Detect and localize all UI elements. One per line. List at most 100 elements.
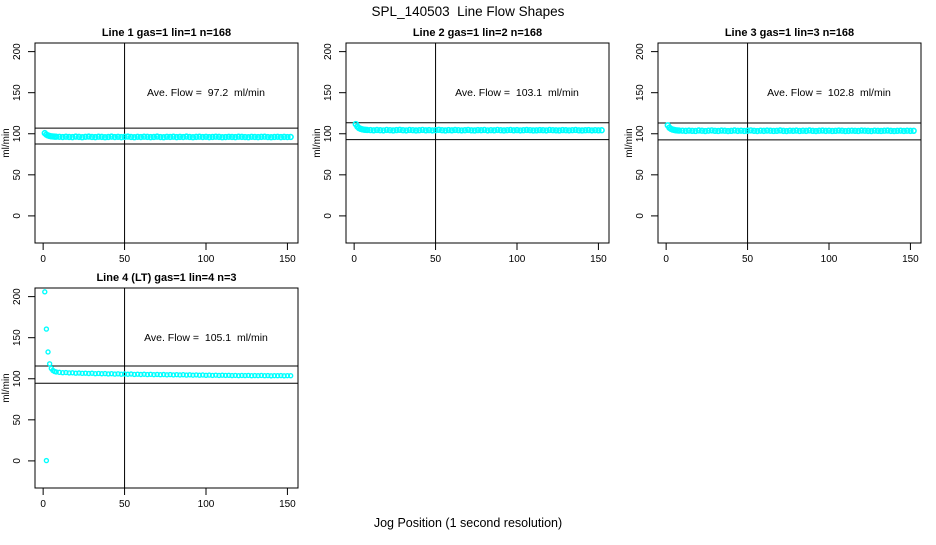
data-point	[776, 127, 784, 134]
plot-box	[34, 287, 299, 489]
x-tick-label: 0	[663, 254, 669, 265]
plot-area: 0 50 100 150 0 50 100 150 200 ml/min	[1, 42, 299, 265]
data-point	[56, 369, 63, 376]
data-point	[750, 127, 758, 135]
data-point	[102, 370, 108, 377]
x-tick-label: 100	[821, 254, 838, 265]
x-tick-label: 150	[902, 254, 919, 265]
data-point	[569, 126, 576, 134]
data-point	[46, 361, 53, 367]
data-point	[131, 371, 138, 378]
data-point	[98, 133, 105, 141]
data-point	[202, 133, 210, 140]
data-point	[79, 370, 85, 377]
data-point	[137, 133, 145, 141]
y-tick-label: 100	[12, 125, 23, 142]
data-point	[144, 133, 151, 141]
data-point	[206, 133, 213, 141]
data-point	[819, 127, 826, 134]
data-point	[108, 133, 115, 140]
data-point	[124, 133, 132, 140]
data-point	[229, 372, 235, 379]
data-point	[265, 372, 271, 379]
data-point	[209, 133, 216, 141]
data-point	[838, 127, 846, 134]
data-point	[85, 133, 92, 140]
y-tick-label: 150	[323, 84, 334, 101]
data-point	[809, 127, 816, 135]
data-point	[887, 127, 895, 135]
ave-flow-annotation: Ave. Flow = 105.1 ml/min	[144, 332, 268, 344]
y-tick-label: 100	[323, 125, 334, 142]
data-point	[715, 127, 722, 135]
data-point	[487, 126, 495, 134]
data-point	[144, 371, 151, 378]
data-point	[105, 133, 112, 141]
data-point	[363, 126, 371, 134]
y-tick-label: 150	[12, 329, 23, 346]
data-point	[239, 372, 245, 379]
data-point	[900, 127, 908, 135]
data-point	[69, 370, 76, 376]
data-point	[783, 127, 790, 135]
data-point	[477, 127, 485, 134]
plot-box	[657, 42, 922, 244]
data-point	[464, 126, 472, 134]
data-point	[780, 127, 787, 135]
data-point	[760, 127, 768, 135]
data-point	[65, 133, 73, 141]
data-point	[127, 133, 135, 141]
x-tick-label: 50	[119, 499, 131, 510]
data-point	[773, 127, 781, 135]
data-point	[409, 126, 416, 134]
data-point	[497, 127, 504, 134]
data-point	[222, 372, 229, 379]
x-tick-label: 100	[509, 254, 526, 265]
data-point	[151, 371, 157, 378]
data-point	[271, 133, 278, 141]
data-point	[832, 127, 839, 135]
data-point	[517, 127, 524, 134]
data-point	[242, 372, 248, 379]
data-point	[793, 127, 800, 134]
data-point	[157, 133, 164, 141]
data-point	[556, 127, 563, 134]
data-point	[513, 126, 521, 134]
data-point	[585, 126, 592, 134]
data-point	[170, 372, 177, 378]
y-tick-label: 150	[12, 84, 23, 101]
data-point	[164, 372, 170, 378]
data-point	[264, 133, 272, 141]
data-point	[222, 133, 229, 141]
data-point	[679, 127, 686, 134]
data-point	[871, 127, 878, 134]
data-point	[59, 133, 66, 141]
data-point	[829, 127, 836, 135]
data-point	[112, 371, 118, 377]
data-point	[504, 126, 511, 134]
data-point	[89, 370, 95, 376]
data-point	[543, 127, 550, 134]
data-point	[429, 127, 436, 134]
data-point	[445, 126, 452, 134]
data-point	[744, 127, 751, 134]
data-point	[396, 126, 403, 134]
y-tick-label: 200	[12, 43, 23, 60]
y-tick-label: 200	[323, 43, 334, 60]
data-point	[373, 126, 381, 134]
data-point	[69, 133, 76, 141]
data-point	[150, 133, 158, 141]
data-point	[114, 133, 122, 140]
panel-line-4: Line 4 (LT) gas=1 lin=4 n=3 0 50 100 150 0 50…	[1, 272, 299, 510]
data-point	[105, 371, 111, 377]
y-axis-label: ml/min	[624, 128, 635, 157]
data-point	[458, 127, 465, 134]
x-tick-label: 150	[590, 254, 607, 265]
data-point	[546, 126, 553, 134]
y-tick-label: 0	[12, 213, 23, 219]
data-point	[141, 371, 147, 377]
data-point	[789, 127, 797, 135]
data-point	[763, 127, 771, 134]
data-point	[196, 372, 203, 378]
